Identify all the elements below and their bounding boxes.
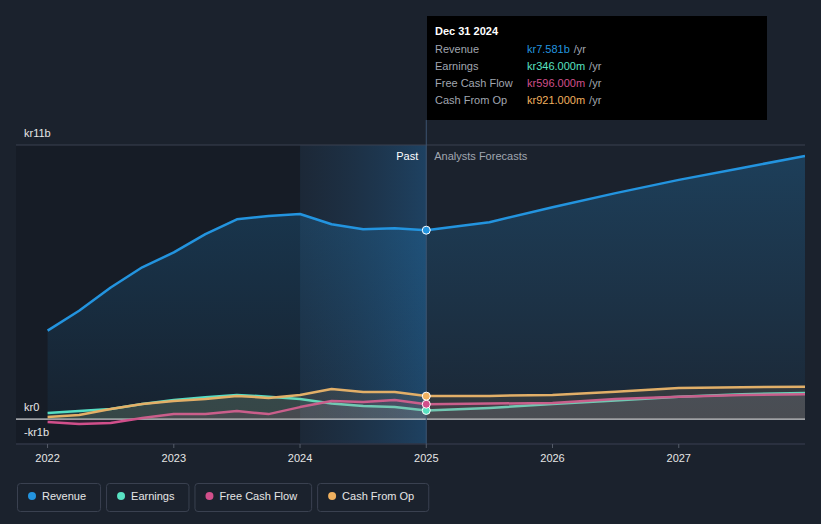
point-marker [422,400,430,408]
tooltip-value: kr346.000m [527,60,585,72]
forecast-label: Analysts Forecasts [434,150,527,162]
y-tick-label: kr0 [24,401,39,413]
tooltip-unit: /yr [589,60,602,72]
past-label: Past [396,150,418,162]
tooltip-value: kr596.000m [527,77,585,89]
x-tick [678,444,679,448]
tooltip-unit: /yr [589,77,602,89]
tooltip-label: Revenue [435,43,479,55]
legend-box [195,484,312,512]
x-tick-label: 2024 [288,452,312,464]
x-tick-label: 2025 [414,452,438,464]
x-tick [552,444,553,448]
legend-swatch [328,492,336,500]
tooltip-label: Cash From Op [435,94,507,106]
y-tick-label: kr11b [24,127,51,139]
tooltip-value: kr921.000m [527,94,585,106]
tooltip-title: Dec 31 2024 [435,25,499,37]
tooltip-unit: /yr [574,43,587,55]
legend-item[interactable]: Cash From Op [318,484,429,512]
legend-swatch [28,492,36,500]
legend-box [318,484,429,512]
tooltip-label: Free Cash Flow [435,77,513,89]
legend-label: Free Cash Flow [219,490,297,502]
legend-item[interactable]: Earnings [107,484,189,512]
tooltip-label: Earnings [435,60,479,72]
tooltip-unit: /yr [589,94,602,106]
legend-box [107,484,189,512]
x-tick-label: 2022 [35,452,59,464]
point-marker [422,392,430,400]
legend-box [18,484,101,512]
point-marker [422,226,430,234]
x-tick-label: 2027 [667,452,691,464]
legend-item[interactable]: Revenue [18,484,101,512]
legend-label: Revenue [42,490,86,502]
tooltip-box [427,16,767,120]
x-tick [173,444,174,448]
legend-item[interactable]: Free Cash Flow [195,484,312,512]
legend-swatch [205,492,213,500]
grid-line [16,145,805,146]
legend-label: Earnings [131,490,175,502]
legend-label: Cash From Op [342,490,414,502]
x-tick [426,444,427,448]
x-tick-label: 2023 [162,452,186,464]
tooltip-value: kr7.581b [527,43,570,55]
x-tick [47,444,48,448]
grid-line [16,444,805,445]
y-tick-label: -kr1b [24,426,49,438]
chart: kr11b kr0 -kr1b 2022 2023 2024 2025 2026 2027 Pas… [0,0,821,524]
x-tick-label: 2026 [540,452,564,464]
x-tick [300,444,301,448]
legend-swatch [117,492,125,500]
axis-line [16,444,805,445]
